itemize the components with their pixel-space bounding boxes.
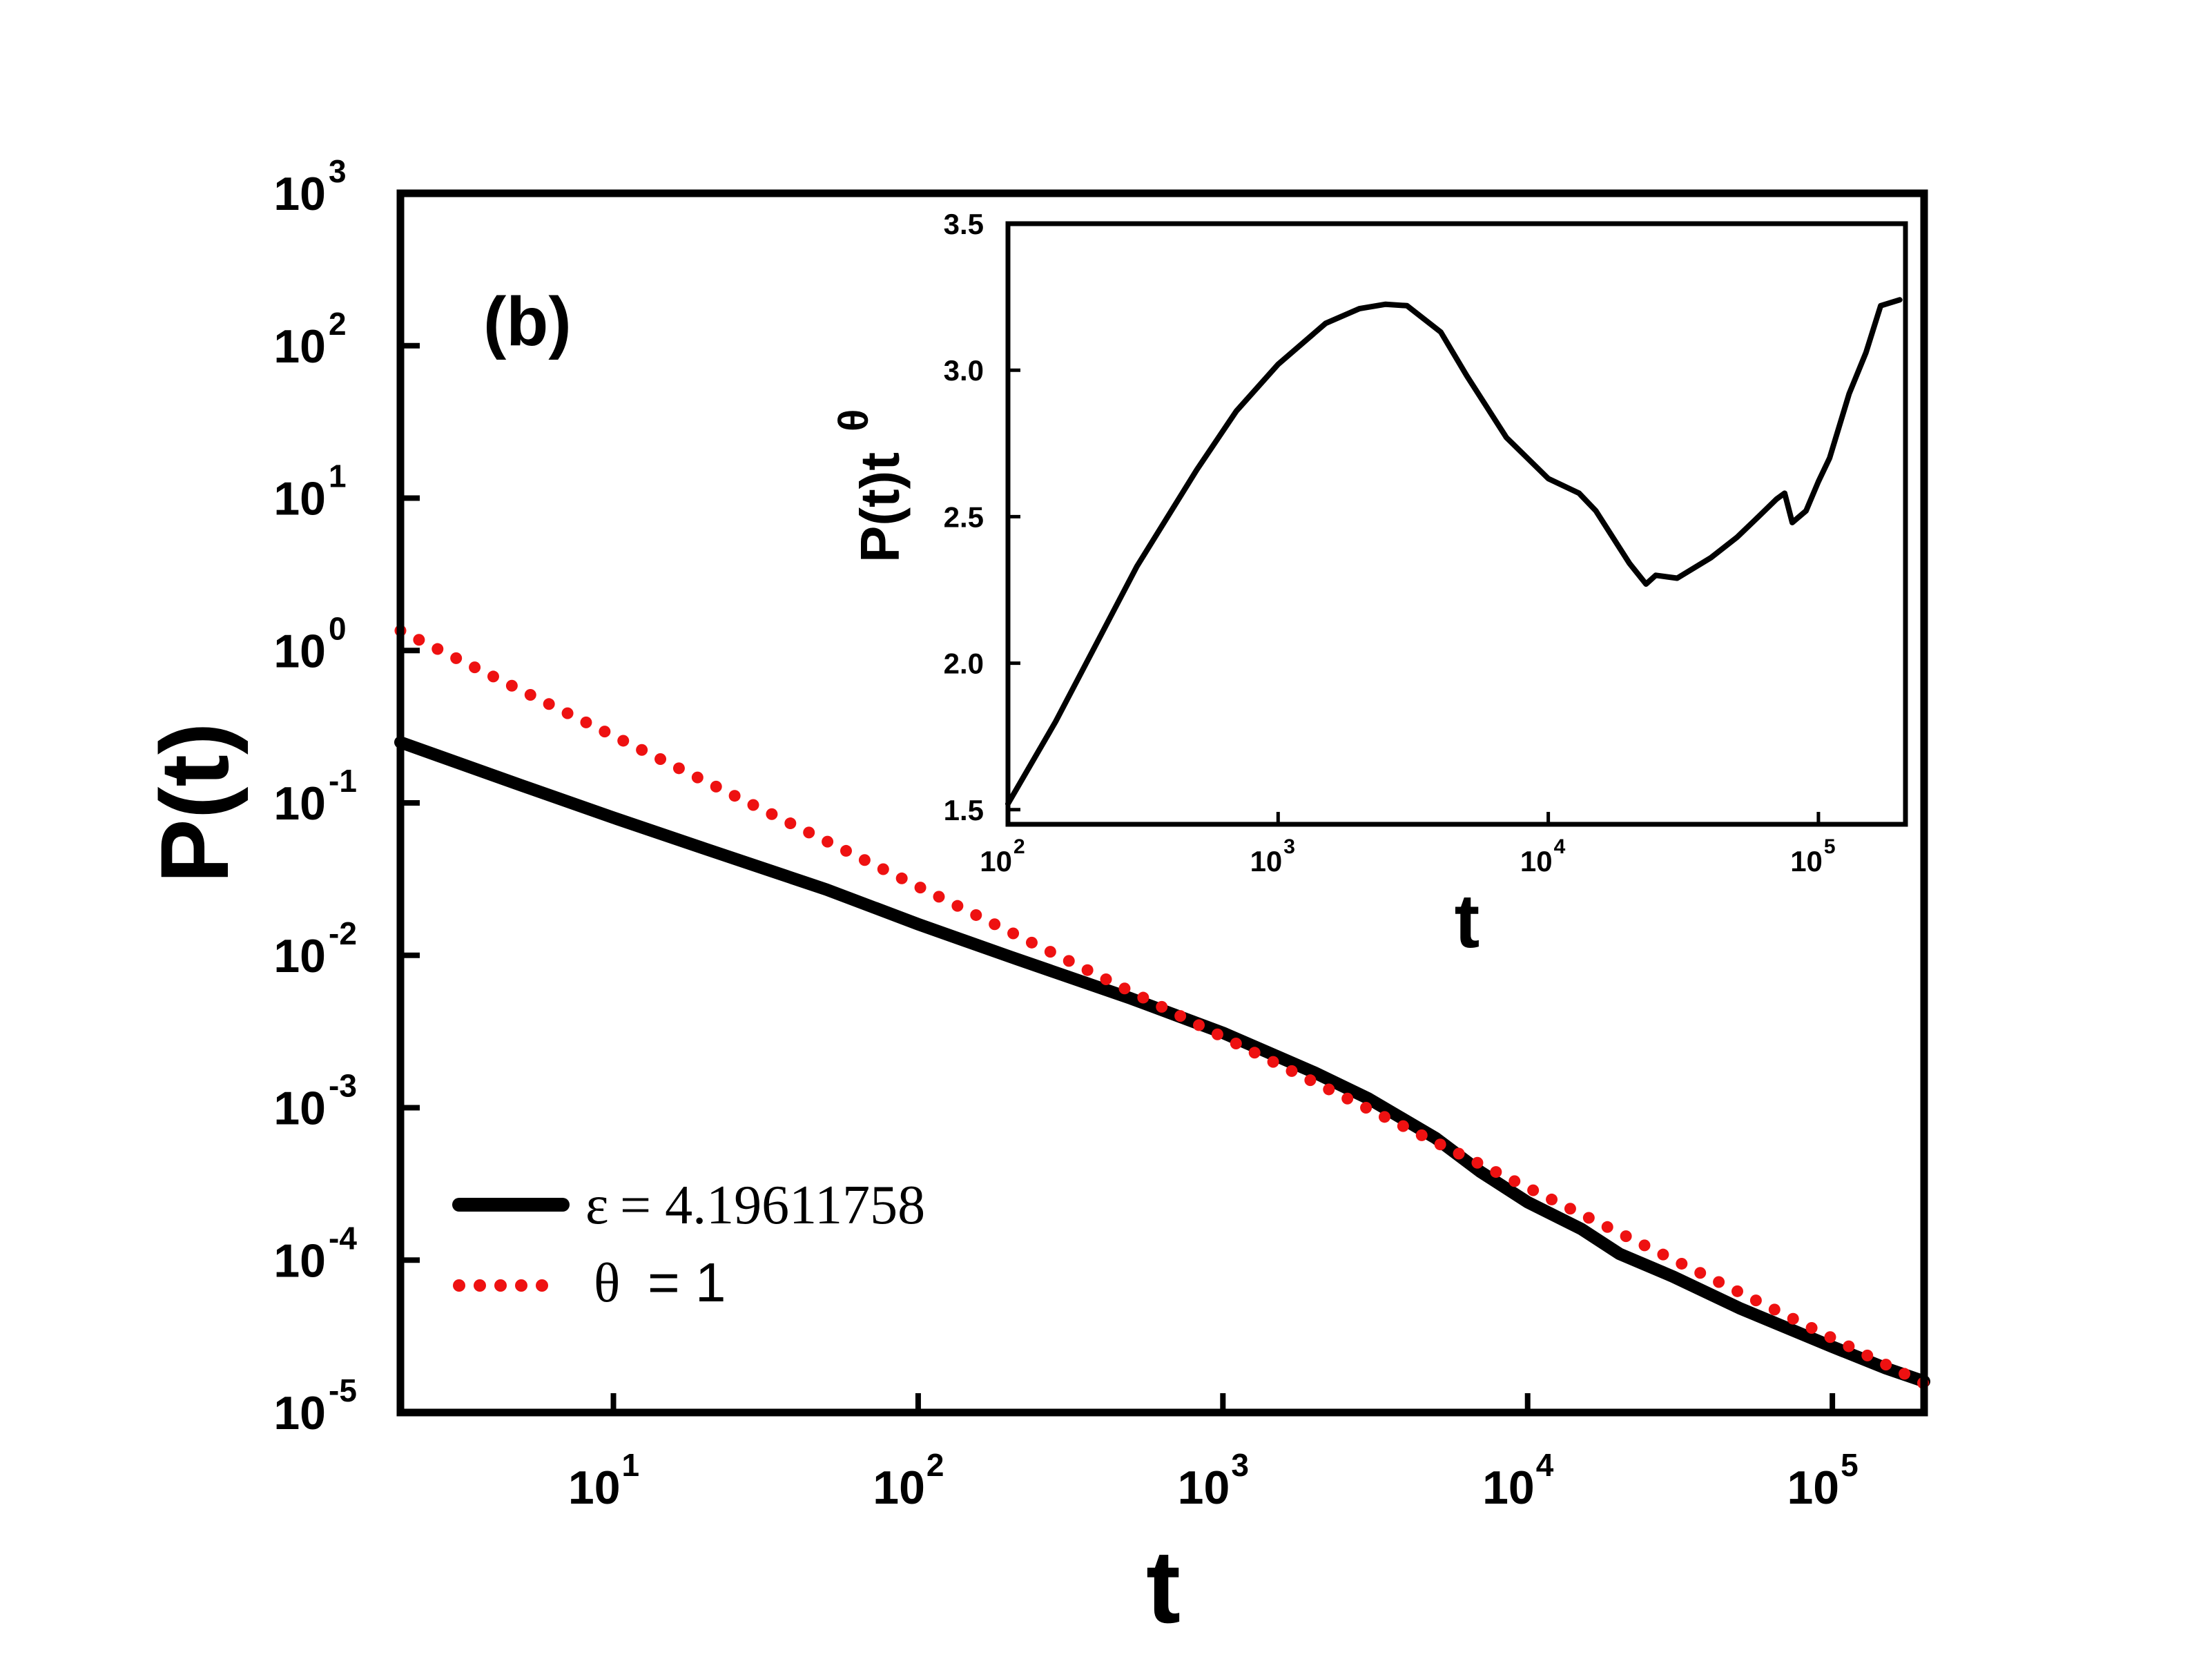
x-tick-exponent: 1 <box>622 1447 640 1483</box>
inset-series-line <box>1005 297 1903 807</box>
inset-x-tick-exponent: 5 <box>1824 835 1836 858</box>
inset-x-tick-exponent: 3 <box>1283 835 1295 858</box>
y-tick-label: 10 <box>273 777 326 830</box>
y-tick-exponent: 1 <box>329 458 347 494</box>
inset-y-axis-title-main: P(t)t <box>849 452 911 563</box>
inset-plot-frame <box>1005 221 1908 827</box>
inset-x-tick-label: 10 <box>1250 845 1283 877</box>
y-tick-label: 10 <box>273 473 326 525</box>
inset-y-axis-title-superscript: θ <box>831 409 877 431</box>
x-tick-label: 10 <box>1178 1462 1230 1514</box>
y-tick-exponent: 2 <box>329 306 347 342</box>
panel-label: (b) <box>483 283 572 360</box>
y-tick-exponent: -1 <box>329 763 357 799</box>
main-x-axis-title: t <box>1146 1528 1181 1644</box>
series-line-theta <box>394 624 1930 1390</box>
y-tick-exponent: -2 <box>329 915 357 951</box>
inset-y-ticks: 1.5 2.0 2.5 3.0 3.5 <box>944 208 1020 826</box>
series-line-epsilon <box>394 736 1930 1388</box>
inset-y-axis-title: P(t)t θ <box>831 409 911 563</box>
legend-theta-symbol: θ <box>594 1253 620 1314</box>
y-tick-exponent: -3 <box>329 1068 357 1104</box>
y-tick-label: 10 <box>273 625 326 677</box>
x-tick-exponent: 2 <box>926 1447 944 1483</box>
inset-x-tick-label: 10 <box>980 845 1012 877</box>
legend-epsilon-value: = 4.19611758 <box>620 1175 925 1236</box>
x-tick-exponent: 3 <box>1231 1447 1249 1483</box>
y-tick-exponent: -5 <box>329 1372 357 1408</box>
inset-y-tick-label: 3.0 <box>944 354 984 387</box>
y-tick-label: 10 <box>273 1387 326 1439</box>
x-tick-label: 10 <box>568 1462 621 1514</box>
y-tick-label: 10 <box>273 168 326 220</box>
main-series-layer <box>394 624 1930 1390</box>
y-tick-label: 10 <box>273 930 326 982</box>
y-tick-label: 10 <box>273 1083 326 1135</box>
legend-theta-value: = 1 <box>648 1252 726 1313</box>
inset-chart: 10 2 10 3 10 4 10 5 1.52.02.53.03.5 t P(t)t θ <box>831 208 1908 964</box>
x-tick-exponent: 5 <box>1841 1447 1859 1483</box>
inset-y-tick-label: 2.0 <box>944 648 984 680</box>
inset-x-axis-title: t <box>1455 879 1480 964</box>
inset-x-tick-label: 10 <box>1520 845 1553 877</box>
inset-x-tick-exponent: 2 <box>1013 835 1025 858</box>
inset-y-tick-label: 1.5 <box>944 794 984 826</box>
x-tick-exponent: 4 <box>1536 1447 1554 1483</box>
inset-series-layer <box>1005 297 1903 807</box>
x-tick-label: 10 <box>1482 1462 1535 1514</box>
legend: ε = 4.19611758 θ = 1 <box>452 1175 925 1314</box>
inset-x-tick-label: 10 <box>1790 845 1823 877</box>
main-chart: 10 1 10 2 10 3 10 4 10 5 10-510-410-310-210-110 01… <box>140 153 1930 1644</box>
inset-y-tick-label: 3.5 <box>944 208 984 240</box>
x-tick-label: 10 <box>873 1462 925 1514</box>
main-x-ticks: 10 1 10 2 10 3 10 4 10 5 <box>568 1393 1859 1514</box>
main-y-axis-title: P(t) <box>140 722 249 883</box>
y-tick-exponent: -4 <box>329 1220 357 1256</box>
inset-background <box>1008 224 1905 824</box>
y-tick-exponent: 0 <box>329 610 347 646</box>
y-tick-label: 10 <box>273 320 326 373</box>
inset-y-tick-label: 2.5 <box>944 501 984 533</box>
y-tick-exponent: 3 <box>329 153 347 189</box>
inset-x-tick-exponent: 4 <box>1554 835 1566 858</box>
y-tick-label: 10 <box>273 1234 326 1287</box>
legend-epsilon-symbol: ε <box>585 1175 609 1236</box>
x-tick-label: 10 <box>1787 1462 1839 1514</box>
inset-x-ticks: 10 2 10 3 10 4 10 5 <box>980 812 1836 877</box>
